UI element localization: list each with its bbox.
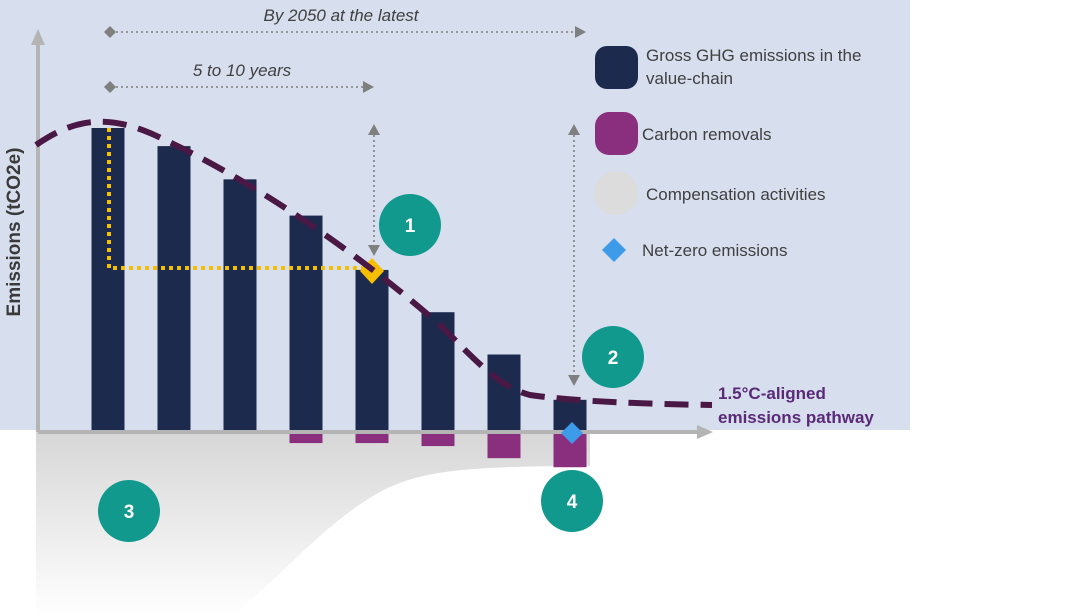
- legend-swatch-compensation: [594, 171, 638, 215]
- step-marker-4-label: 4: [567, 492, 578, 513]
- target-reduction-guide: [107, 128, 372, 270]
- pathway-line: [34, 118, 713, 408]
- step-marker-4: 4: [541, 470, 603, 532]
- y-axis-arrowhead: [31, 29, 45, 45]
- gross-emissions-bar: [421, 312, 455, 430]
- carbon-removal-bar: [289, 434, 323, 444]
- legend-item-compensation: Compensation activities: [594, 171, 826, 215]
- legend-swatch-gross: [595, 46, 638, 89]
- legend-label-net-zero: Net-zero emissions: [642, 241, 788, 260]
- step-marker-2-label: 2: [608, 348, 619, 369]
- gross-emissions-bar: [91, 128, 125, 430]
- legend-item-removals: Carbon removals: [595, 112, 771, 155]
- step-marker-3-label: 3: [124, 502, 135, 523]
- gross-emissions-bar: [157, 146, 191, 430]
- chart-panel-background: [0, 0, 910, 430]
- legend-swatch-net-zero: [602, 238, 626, 262]
- legend-label-compensation: Compensation activities: [646, 185, 826, 204]
- span-short-arrow: [104, 81, 374, 93]
- span-long-label: By 2050 at the latest: [264, 6, 420, 25]
- legend-swatch-removals: [595, 112, 638, 155]
- legend: Gross GHG emissions in the value-chain C…: [594, 46, 861, 262]
- gross-emissions-bar: [355, 269, 389, 430]
- carbon-removal-bars: [289, 434, 587, 468]
- net-zero-diamond: [561, 422, 583, 444]
- span-short-label: 5 to 10 years: [193, 61, 292, 80]
- pathway-label-line2: emissions pathway: [718, 408, 874, 427]
- x-axis-arrowhead: [697, 425, 713, 439]
- legend-label-gross-line1: Gross GHG emissions in the: [646, 46, 861, 65]
- gross-emissions-bar: [487, 354, 521, 430]
- gross-emissions-bar: [289, 215, 323, 430]
- legend-label-gross-line2: value-chain: [646, 69, 733, 88]
- carbon-removal-bar: [421, 434, 455, 447]
- gross-emissions-bar: [223, 179, 257, 430]
- legend-item-net-zero: Net-zero emissions: [602, 238, 788, 262]
- carbon-removal-bar: [355, 434, 389, 444]
- compensation-activities-area: [36, 430, 590, 616]
- y-axis-label: Emissions (tCO2e): [4, 148, 25, 317]
- carbon-removal-bar: [487, 434, 521, 459]
- step-marker-1: 1: [379, 194, 441, 256]
- axes: [31, 29, 713, 439]
- reduction-arrow-1: [368, 124, 380, 256]
- legend-label-removals: Carbon removals: [642, 125, 771, 144]
- step-marker-1-label: 1: [405, 216, 416, 237]
- step-marker-2: 2: [582, 326, 644, 388]
- step-marker-3: 3: [98, 480, 160, 542]
- reduction-arrow-2: [568, 124, 580, 386]
- pathway-label-line1: 1.5°C-aligned: [718, 384, 826, 403]
- span-long-arrow: [104, 26, 586, 38]
- legend-item-gross: Gross GHG emissions in the value-chain: [595, 46, 861, 89]
